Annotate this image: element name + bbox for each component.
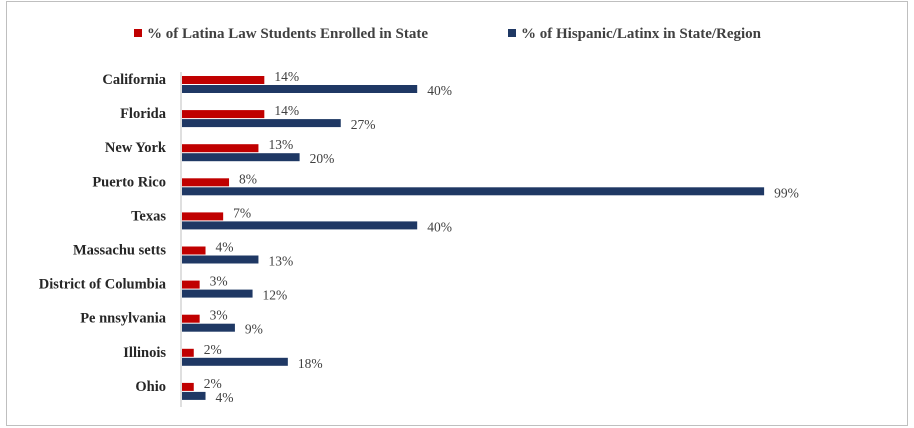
category-label: Pe nnsylvania (80, 311, 167, 327)
bar-hispanic-population (182, 119, 341, 128)
bar-hispanic-population (182, 85, 418, 93)
data-label: 4% (216, 390, 234, 405)
data-label: 40% (427, 219, 452, 234)
bar-latina-students (182, 314, 200, 323)
category-label: Puerto Rico (92, 174, 166, 190)
bar-hispanic-population (182, 391, 206, 400)
category-label: California (102, 72, 166, 88)
bar-hispanic-population (182, 255, 259, 264)
data-label: 7% (233, 205, 251, 220)
bar-latina-students (182, 76, 265, 84)
bar-latina-students (182, 110, 265, 119)
data-label: 3% (210, 274, 228, 289)
data-label: 3% (210, 308, 228, 323)
legend-label-2: % of Hispanic/Latinx in State/Region (521, 26, 762, 42)
data-label: 14% (274, 103, 299, 118)
bar-latina-students (182, 280, 200, 289)
labels-group: California 14% 40% Florida 14% 27% New York 13%… (39, 69, 799, 405)
data-label: 20% (310, 151, 335, 166)
data-label: 40% (427, 83, 452, 98)
bar-hispanic-population (182, 323, 235, 332)
chart-frame (6, 1, 908, 426)
bar-latina-students (182, 212, 224, 221)
data-label: 8% (239, 171, 257, 186)
data-label: 27% (351, 117, 376, 132)
bar-hispanic-population (182, 289, 253, 298)
bar-hispanic-population (182, 221, 418, 230)
data-label: 14% (274, 69, 299, 84)
data-label: 13% (268, 137, 293, 152)
bar-latina-students (182, 348, 194, 357)
bar-latina-students (182, 178, 230, 187)
data-label: 18% (298, 356, 323, 371)
category-label: Florida (120, 106, 167, 122)
legend-label-1: % of Latina Law Students Enrolled in Sta… (147, 26, 428, 42)
data-label: 4% (216, 240, 234, 255)
bar-hispanic-population (182, 357, 288, 366)
data-label: 99% (774, 185, 799, 200)
category-label: New York (105, 140, 167, 156)
bar-latina-students (182, 144, 259, 153)
data-label: 12% (263, 288, 288, 303)
category-label: Ohio (135, 379, 166, 395)
data-label: 13% (268, 254, 293, 269)
data-label: 9% (245, 322, 263, 337)
legend-swatch-2 (508, 29, 516, 37)
category-label: Illinois (123, 345, 166, 361)
bar-latina-students (182, 246, 206, 255)
data-label: 2% (204, 342, 222, 357)
data-label: 2% (204, 376, 222, 391)
bar-hispanic-population (182, 153, 300, 162)
category-label: District of Columbia (39, 277, 167, 293)
bar-latina-students (182, 382, 194, 391)
bars-group (182, 76, 765, 400)
category-label: Texas (131, 208, 166, 224)
bar-hispanic-population (182, 187, 765, 196)
legend: % of Latina Law Students Enrolled in Sta… (134, 26, 762, 42)
legend-swatch-1 (134, 29, 142, 37)
category-label: Massachu setts (73, 243, 166, 259)
